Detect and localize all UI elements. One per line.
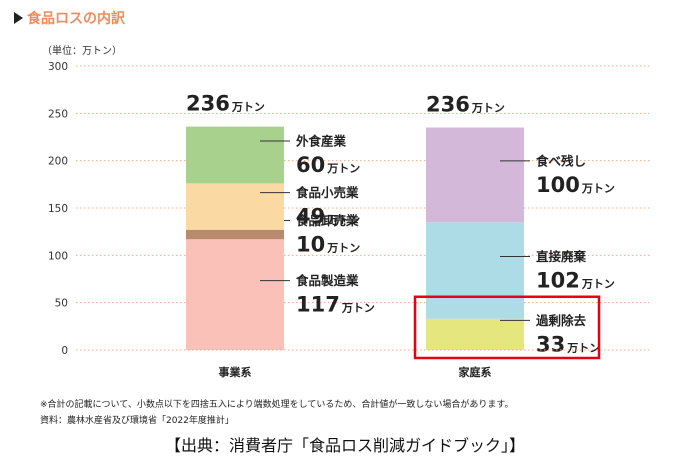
footnote: ※合計の記載について、小数点以下を四捨五入により端数処理をしているため、合計値が… [40,400,514,410]
highlight-box [413,295,601,360]
segment-name-label: 食べ残し [535,153,586,168]
unit-label: （単位：万トン） [42,46,122,57]
bar-segment [426,222,524,319]
y-tick-label: 250 [48,108,68,120]
y-tick-label: 200 [48,156,68,168]
triangle-bullet-icon [14,12,23,24]
credit-line: 【出典：消費者庁「食品ロス削減ガイドブック」】 [164,436,525,455]
segment-name-label: 外食産業 [295,133,347,148]
bar-segment [426,318,524,350]
x-category-label: 事業系 [219,365,252,379]
y-tick-label: 50 [55,298,68,310]
chart-title-text: 食品ロスの内訳 [27,11,125,27]
segment-value-label: 117 万トン [296,293,375,317]
segment-value-label: 49 万トン [296,205,360,229]
segment-name-label: 食品小売業 [295,185,359,200]
y-tick-label: 100 [48,250,68,262]
bar-segment [426,127,524,223]
segment-name-label: 直接廃棄 [536,249,587,264]
segment-value-label: 33 万トン [536,332,600,356]
bar-segment [186,229,284,240]
bar-segment [186,239,284,350]
source-note: 資料：農林水産省及び環境省「2022年度推計」 [40,416,234,426]
stacked-bar-chart: 0 50 100 150 200 250 300 食品製造業 117 万トン 食品卸売業 10 万トン 食… [48,61,650,379]
y-tick-label: 300 [48,61,68,73]
segment-value-label: 100 万トン [536,173,615,197]
segment-name-label: 食品卸売業 [295,213,359,228]
bar-segment [186,126,284,184]
segment-value-label: 102 万トン [536,268,615,292]
bar-segment [186,183,284,230]
total-label: 236 万トン [186,92,265,116]
segment-name-label: 過剰除去 [535,313,587,328]
total-label: 236 万トン [426,93,505,117]
y-tick-label: 0 [61,345,68,357]
x-category-label: 家庭系 [459,365,492,379]
segment-value-label: 60 万トン [296,153,360,177]
segment-value-label: 10 万トン [296,233,360,257]
chart-title: 食品ロスの内訳 [14,8,125,28]
segment-name-label: 食品製造業 [295,273,359,288]
y-tick-label: 150 [48,203,68,215]
